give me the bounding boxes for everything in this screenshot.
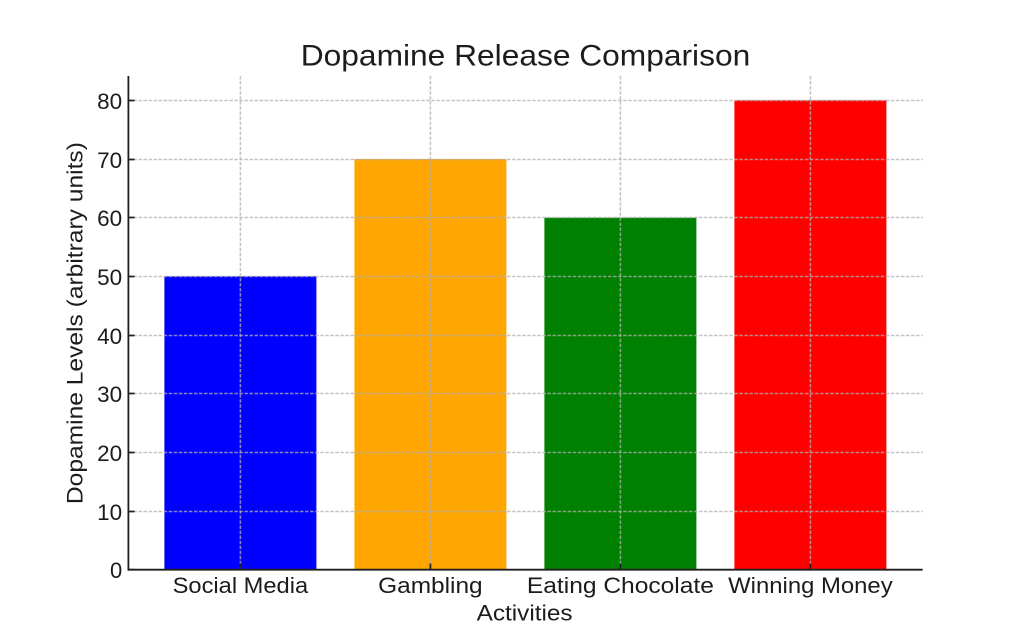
svg-text:Dopamine Levels (arbitrary uni: Dopamine Levels (arbitrary units)	[63, 142, 88, 504]
svg-text:Social Media: Social Media	[173, 573, 309, 598]
svg-text:30: 30	[97, 382, 122, 407]
svg-text:Gambling: Gambling	[378, 573, 483, 598]
svg-text:40: 40	[97, 324, 122, 349]
svg-text:50: 50	[97, 265, 122, 290]
svg-text:20: 20	[97, 441, 122, 466]
svg-text:60: 60	[97, 206, 122, 231]
svg-text:0: 0	[110, 558, 122, 583]
svg-text:10: 10	[97, 500, 122, 525]
svg-text:Activities: Activities	[477, 601, 573, 626]
svg-text:Dopamine Release Comparison: Dopamine Release Comparison	[301, 39, 751, 72]
svg-text:Eating Chocolate: Eating Chocolate	[527, 573, 714, 598]
svg-text:Winning Money: Winning Money	[728, 573, 893, 598]
svg-text:80: 80	[97, 89, 122, 114]
svg-text:70: 70	[97, 148, 122, 173]
